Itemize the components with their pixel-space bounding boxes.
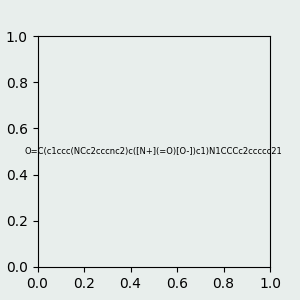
Text: O=C(c1ccc(NCc2cccnc2)c([N+](=O)[O-])c1)N1CCCc2ccccc21: O=C(c1ccc(NCc2cccnc2)c([N+](=O)[O-])c1)N… <box>25 147 283 156</box>
